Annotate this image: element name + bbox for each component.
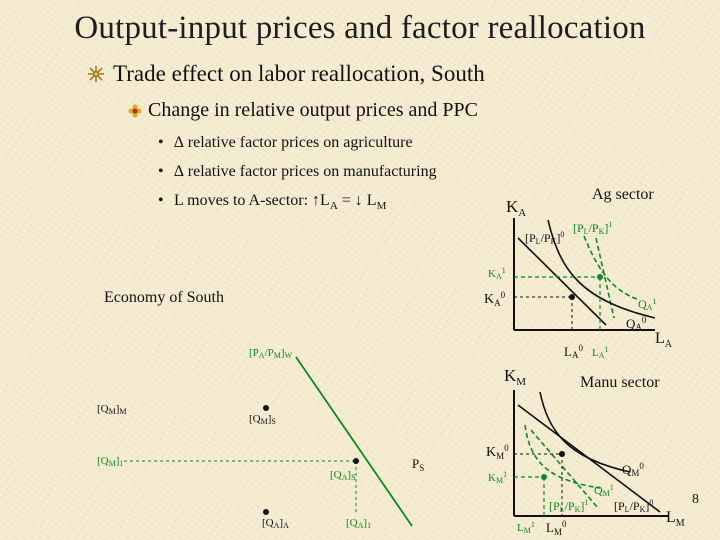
bullet-sub: M xyxy=(376,200,387,213)
ppc-point-s xyxy=(353,458,359,464)
manu-panel xyxy=(513,390,668,517)
bullet-item: • ∆ relative factor prices on manufacturi… xyxy=(158,163,437,181)
level2-item: Change in relative output prices and PPC xyxy=(128,99,478,122)
bullet-item: • L moves to A-sector: ↑LA = ↓ LM xyxy=(158,192,386,212)
bullet-item: • ∆ relative factor prices on agriculture xyxy=(158,134,413,152)
ag-y-label: KA xyxy=(506,197,526,219)
manu-isoquant-0 xyxy=(539,391,631,473)
bullet-sub: A xyxy=(329,200,338,213)
ag-point-1 xyxy=(597,274,603,280)
manu-q1-label: QM1 xyxy=(594,483,614,498)
slide-title: Output-input prices and factor reallocat… xyxy=(74,10,646,46)
ppc-price-line xyxy=(295,356,413,527)
ppc-qaa-label: [QA]A xyxy=(262,517,289,530)
manu-title: Manu sector xyxy=(580,374,660,391)
ppc-qm1-label: [QM]1 xyxy=(97,455,123,468)
ag-ratio1-line xyxy=(595,237,615,319)
ag-point-0 xyxy=(569,294,575,300)
ppc-qa1-label: [QA]1 xyxy=(346,517,371,530)
economy-label: Economy of South xyxy=(104,289,224,306)
manu-point-0 xyxy=(559,451,565,457)
ag-panel xyxy=(513,218,656,331)
ag-isoquant-1 xyxy=(583,235,641,301)
ag-k1-label: KA1 xyxy=(488,266,506,281)
ag-ratio1-label: [PL/PK]1 xyxy=(573,220,612,236)
ppc-panel xyxy=(124,356,413,527)
manu-l0-label: LM0 xyxy=(546,519,567,537)
ppc-ps-label: PS xyxy=(412,456,424,473)
bullet-text: ∆ relative factor prices on agriculture xyxy=(174,134,413,151)
ag-q1-label: QA1 xyxy=(638,297,656,312)
flower-bullet-icon xyxy=(128,103,142,118)
bullet-dot: • xyxy=(158,134,164,151)
ag-l1-label: LA1 xyxy=(592,345,609,360)
ppc-point-a xyxy=(263,509,269,515)
ppc-price-label: [PA/PM]W xyxy=(249,347,293,360)
ag-ratio0-line xyxy=(517,237,607,326)
page-number: 8 xyxy=(692,492,699,507)
bullet-text: ∆ relative factor prices on manufacturin… xyxy=(174,163,437,180)
manu-k0-label: KM0 xyxy=(486,443,509,461)
bullet-text: = ↓ L xyxy=(337,192,377,209)
ppc-qms-label: [QM]S xyxy=(249,413,276,426)
ag-q0-label: QA0 xyxy=(626,315,647,332)
manu-ratio1-label: [PL/PK]1 xyxy=(549,498,588,514)
manu-ratio1-line xyxy=(530,429,599,509)
manu-isoquant-1 xyxy=(524,424,601,489)
level1-item: Trade effect on labor reallocation, Sout… xyxy=(88,61,485,87)
ag-l0-label: LA0 xyxy=(564,343,583,360)
bullet-dot: • xyxy=(158,163,164,180)
level2-text: Change in relative output prices and PPC xyxy=(148,99,478,121)
manu-q0-label: QM0 xyxy=(622,461,644,478)
bullet-text: L moves to A-sector: ↑L xyxy=(174,192,330,209)
ppc-qas-label: [QA]S xyxy=(330,469,356,482)
manu-l1-label: LM1 xyxy=(517,520,535,535)
ppc-qmm-label: [QM]M xyxy=(97,403,127,416)
sparkle-bullet-icon xyxy=(88,66,104,82)
level1-text: Trade effect on labor reallocation, Sout… xyxy=(113,61,485,86)
ppc-point-m xyxy=(263,405,269,411)
ag-isoquant-0 xyxy=(547,219,656,319)
manu-y-label: KM xyxy=(504,366,526,388)
manu-point-1 xyxy=(541,474,547,480)
manu-ratio0-label: [PL/PK]0 xyxy=(614,498,653,514)
ag-k0-label: KA0 xyxy=(484,290,506,308)
manu-x-label: LM xyxy=(666,509,685,529)
bullet-dot: • xyxy=(158,192,164,209)
ag-ratio0-label: [PL/PK]0 xyxy=(525,230,564,246)
manu-k1-label: KM1 xyxy=(488,470,507,485)
ag-x-label: LA xyxy=(655,330,673,350)
ag-title: Ag sector xyxy=(592,186,654,203)
